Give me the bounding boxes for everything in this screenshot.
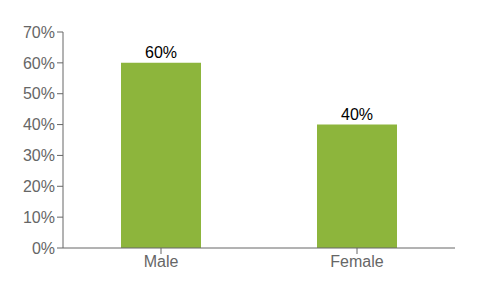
svg-text:60%: 60%: [145, 44, 177, 61]
svg-text:10%: 10%: [23, 209, 55, 226]
svg-text:30%: 30%: [23, 147, 55, 164]
svg-text:50%: 50%: [23, 85, 55, 102]
svg-text:20%: 20%: [23, 178, 55, 195]
svg-text:0%: 0%: [32, 240, 55, 257]
svg-text:70%: 70%: [23, 24, 55, 41]
svg-text:Female: Female: [330, 253, 383, 270]
svg-text:40%: 40%: [23, 116, 55, 133]
svg-text:60%: 60%: [23, 55, 55, 72]
svg-text:40%: 40%: [341, 106, 373, 123]
svg-text:Male: Male: [144, 253, 179, 270]
